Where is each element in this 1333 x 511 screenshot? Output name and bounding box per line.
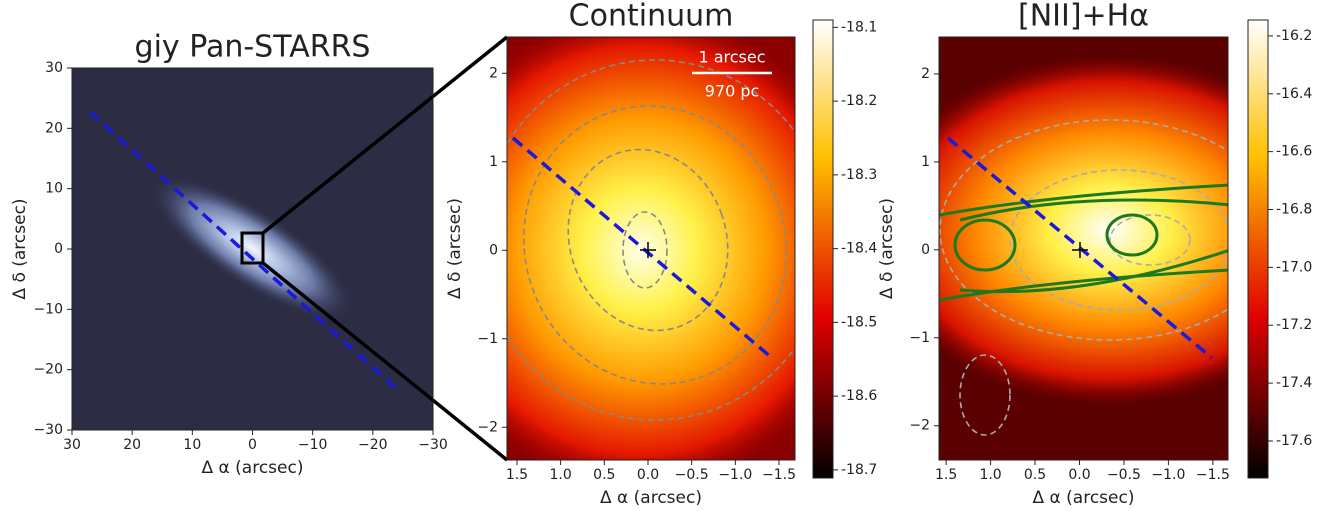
x-tick-label: 10 xyxy=(183,437,201,453)
x-axis-label: Δ α (arcsec) xyxy=(202,458,304,478)
x-tick-label: −10 xyxy=(298,437,328,453)
colorbar-tick-label: -16.2 xyxy=(1276,28,1312,44)
y-tick-label: 30 xyxy=(45,60,63,76)
colorbar-tick-label: -17.4 xyxy=(1276,375,1312,391)
colorbar-tick-label: -18.4 xyxy=(841,241,877,257)
colorbar-tick-label: -16.8 xyxy=(1276,202,1312,218)
x-tick-label: 1.5 xyxy=(506,467,528,483)
x-tick-label: 0.0 xyxy=(637,467,659,483)
colorbar-tick-label: -17.0 xyxy=(1276,259,1312,275)
colorbar-tick-label: -18.6 xyxy=(841,388,877,404)
scale-label: 970 pc xyxy=(705,82,760,101)
y-axis-label: Δ δ (arcsec) xyxy=(10,198,30,299)
x-tick-label: −30 xyxy=(418,437,448,453)
x-tick-label: 1.5 xyxy=(935,467,957,483)
x-tick-label: −0.5 xyxy=(675,467,709,483)
colorbar-tick-label: -18.7 xyxy=(841,462,877,478)
image-line-emission xyxy=(939,37,1228,460)
x-tick-label: −1.0 xyxy=(718,467,752,483)
image-galaxy xyxy=(72,68,433,430)
y-tick-label: −30 xyxy=(33,422,63,438)
scale-label: 1 arcsec xyxy=(698,48,765,67)
x-tick-label: 30 xyxy=(63,437,81,453)
colorbar-tick-label: -18.5 xyxy=(841,314,877,330)
y-tick-label: −2 xyxy=(909,418,930,434)
y-tick-label: 1 xyxy=(921,154,930,170)
x-tick-label: −1.5 xyxy=(762,467,796,483)
y-tick-label: 0 xyxy=(489,242,498,258)
x-tick-label: −20 xyxy=(358,437,388,453)
colorbar-tick-label: -17.2 xyxy=(1276,317,1312,333)
colorbar xyxy=(812,19,834,479)
x-axis-label: Δ α (arcsec) xyxy=(1033,488,1135,508)
zoom-line xyxy=(261,35,509,235)
x-tick-label: 0.5 xyxy=(593,467,615,483)
x-tick-label: 0.0 xyxy=(1068,467,1090,483)
x-tick-label: 1.0 xyxy=(979,467,1001,483)
y-tick-label: −10 xyxy=(33,301,63,317)
x-tick-label: 0 xyxy=(248,437,257,453)
axes-frame xyxy=(506,36,796,461)
x-tick-label: −1.5 xyxy=(1196,467,1230,483)
chart-title: giy Pan-STARRS xyxy=(135,30,371,65)
y-axis-label: Δ δ (arcsec) xyxy=(877,198,897,299)
y-tick-label: −2 xyxy=(477,419,498,435)
y-tick-label: 1 xyxy=(489,154,498,170)
chart-title: Continuum xyxy=(569,0,734,34)
x-tick-label: 1.0 xyxy=(550,467,572,483)
colorbar-tick-label: -18.3 xyxy=(841,167,877,183)
y-tick-label: −20 xyxy=(33,362,63,378)
y-axis-label: Δ δ (arcsec) xyxy=(445,198,465,299)
y-tick-label: 0 xyxy=(54,241,63,257)
image-continuum xyxy=(507,37,795,460)
y-tick-label: 0 xyxy=(921,242,930,258)
y-tick-label: 20 xyxy=(45,120,63,136)
x-tick-label: −0.5 xyxy=(1107,467,1141,483)
y-tick-label: 10 xyxy=(45,181,63,197)
colorbar-tick-label: -18.1 xyxy=(841,19,877,35)
x-tick-label: 0.5 xyxy=(1024,467,1046,483)
x-tick-label: −1.0 xyxy=(1151,467,1185,483)
y-tick-label: −1 xyxy=(477,331,498,347)
axes-frame xyxy=(938,36,1229,461)
chart-title: [NII]+Hα xyxy=(1018,0,1149,34)
colorbar-tick-label: -17.6 xyxy=(1276,433,1312,449)
colorbar-tick-label: -16.6 xyxy=(1276,144,1312,160)
colorbar-tick-label: -16.4 xyxy=(1276,86,1312,102)
colorbar-tick-label: -18.2 xyxy=(841,93,877,109)
y-tick-label: 2 xyxy=(489,65,498,81)
y-tick-label: 2 xyxy=(921,66,930,82)
x-axis-label: Δ α (arcsec) xyxy=(600,488,702,508)
x-tick-label: 20 xyxy=(123,437,141,453)
y-tick-label: −1 xyxy=(909,330,930,346)
zoom-line xyxy=(261,261,509,462)
colorbar xyxy=(1247,19,1269,479)
